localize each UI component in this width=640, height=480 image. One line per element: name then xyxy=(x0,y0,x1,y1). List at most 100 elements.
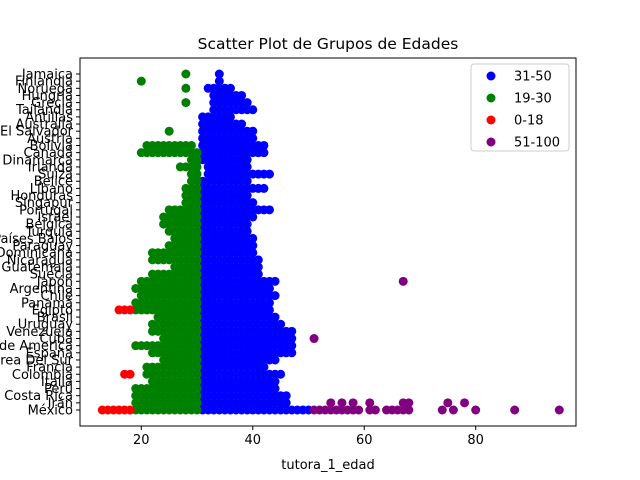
data-point xyxy=(554,405,564,415)
y-tick-label: Guatemala xyxy=(1,261,73,276)
data-point xyxy=(276,319,286,329)
data-point xyxy=(192,226,202,236)
data-point xyxy=(225,112,235,122)
y-tick-label: Nicaragua xyxy=(7,253,73,268)
data-point xyxy=(192,312,202,322)
data-point xyxy=(181,69,191,79)
data-point xyxy=(192,305,202,315)
data-point xyxy=(264,298,274,308)
data-point xyxy=(192,355,202,365)
chart-title: Scatter Plot de Grupos de Edades xyxy=(198,35,459,53)
y-tick-label: Cuba xyxy=(39,332,73,347)
data-point xyxy=(404,398,414,408)
data-point xyxy=(214,76,224,86)
x-tick-label: 60 xyxy=(356,433,373,448)
y-tick-label: Suiza xyxy=(38,168,73,183)
y-tick-label: Costa Rica xyxy=(4,389,73,404)
legend-label: 51-100 xyxy=(514,136,560,151)
y-tick-label: Argentina xyxy=(10,282,73,297)
data-point xyxy=(270,384,280,394)
data-point xyxy=(348,398,358,408)
y-tick-label: Austria xyxy=(27,132,73,147)
data-point xyxy=(248,212,258,222)
y-tick-label: República Dominicana xyxy=(0,246,73,261)
data-point xyxy=(309,334,319,344)
data-point xyxy=(259,140,269,150)
data-point xyxy=(264,169,274,179)
data-point xyxy=(192,162,202,172)
data-point xyxy=(287,334,297,344)
data-point xyxy=(192,405,202,415)
data-point xyxy=(192,283,202,293)
data-point xyxy=(242,155,252,165)
y-tick-label: Canadá xyxy=(24,146,73,161)
data-point xyxy=(164,126,174,136)
data-point xyxy=(192,391,202,401)
y-tick-label: Singapur xyxy=(15,196,74,211)
data-point xyxy=(192,248,202,258)
series-0-18 xyxy=(97,305,135,415)
data-point xyxy=(192,255,202,265)
data-point xyxy=(398,276,408,286)
y-tick-label: Honduras xyxy=(10,189,73,204)
data-point xyxy=(242,162,252,172)
data-point xyxy=(242,176,252,186)
data-point xyxy=(192,219,202,229)
y-tick-label: Líbano xyxy=(30,182,73,197)
data-point xyxy=(192,276,202,286)
x-axis: 20 40 60 80 xyxy=(133,426,484,448)
y-tick-label: Turquía xyxy=(25,225,73,240)
y-tick-label: Países Bajos xyxy=(0,232,73,247)
data-point xyxy=(192,241,202,251)
data-point xyxy=(287,341,297,351)
data-point xyxy=(510,405,520,415)
data-point xyxy=(370,405,380,415)
data-point xyxy=(270,355,280,365)
data-point xyxy=(248,248,258,258)
data-point xyxy=(192,362,202,372)
data-point xyxy=(471,405,481,415)
data-point xyxy=(192,212,202,222)
data-point xyxy=(192,233,202,243)
y-tick-label: Irlanda xyxy=(28,160,73,175)
data-point xyxy=(253,269,263,279)
y-tick-label: Dinamarca xyxy=(2,153,73,168)
y-tick-label: Italia xyxy=(41,375,73,390)
legend-box xyxy=(470,63,570,152)
y-tick-label: Hungría xyxy=(22,89,73,104)
data-point xyxy=(259,148,269,158)
y-tick-label: Estados Unidos de America xyxy=(0,339,73,354)
x-tick-label: 80 xyxy=(467,433,484,448)
data-point xyxy=(270,312,280,322)
data-point xyxy=(192,183,202,193)
x-tick-label: 20 xyxy=(133,433,150,448)
legend-marker xyxy=(486,71,496,81)
series-19-30 xyxy=(131,69,202,415)
plot-frame xyxy=(79,57,577,427)
y-tick-label: Perú xyxy=(44,382,73,397)
data-point xyxy=(337,398,347,408)
data-point xyxy=(248,233,258,243)
y-tick-label: Colombia xyxy=(12,368,73,383)
data-point xyxy=(264,283,274,293)
data-point xyxy=(192,169,202,179)
data-point xyxy=(125,405,135,415)
y-tick-label: Venezuela xyxy=(6,325,73,340)
data-point xyxy=(242,191,252,201)
y-tick-label: Portugal xyxy=(19,203,73,218)
data-point xyxy=(443,398,453,408)
y-tick-label: Paraguay xyxy=(12,239,73,254)
data-point xyxy=(125,369,135,379)
y-tick-label: Australia xyxy=(15,118,73,133)
data-point xyxy=(192,398,202,408)
legend-marker xyxy=(486,137,496,147)
y-tick-label: Grecia xyxy=(31,96,73,111)
y-tick-label: Chile xyxy=(40,289,73,304)
data-point xyxy=(192,291,202,301)
data-point xyxy=(136,76,146,86)
y-tick-label: Noruega xyxy=(18,82,73,97)
data-point xyxy=(192,384,202,394)
y-tick-label: Jamaica xyxy=(21,68,73,83)
data-point xyxy=(248,126,258,136)
